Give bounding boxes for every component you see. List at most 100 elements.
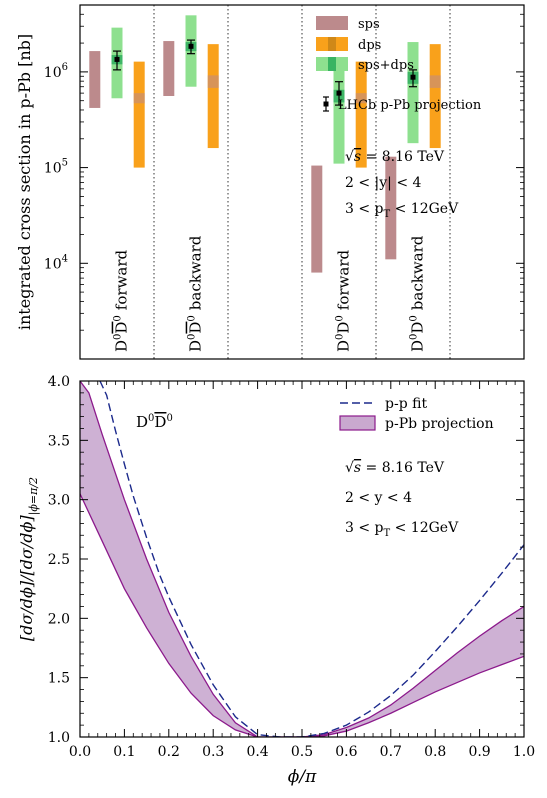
- x-tick-label: 0.4: [246, 744, 268, 760]
- bottom-panel: 0.0 0.1 0.2 0.3 0.4 0.5 0.6 0.7 0.8 0.9 1.0 1.0 1.5 2…: [17, 374, 535, 787]
- group-label-main: D: [335, 340, 353, 352]
- lhcb-point: [188, 43, 194, 49]
- legend-label: LHCb p-Pb projection: [338, 98, 482, 113]
- group-label-mid: D: [335, 322, 353, 334]
- y-axis-label-sub: |ϕ=π/2: [27, 477, 41, 515]
- group-label-sup: 0: [335, 315, 346, 321]
- annotation-text: 2 < |y| < 4: [345, 175, 422, 191]
- legend-swatch-ppb: [339, 415, 376, 431]
- annotation-text: = 8.16 TeV: [361, 149, 445, 165]
- annotation-text: < 12GeV: [390, 201, 459, 217]
- x-tick-label: 0.8: [424, 744, 446, 760]
- annotation-text: 3 < p: [345, 520, 384, 536]
- bar-central-band: [355, 93, 367, 104]
- lhcb-point: [336, 90, 342, 96]
- y-tick-label: 1.5: [48, 671, 70, 687]
- group-label-mid: D: [409, 322, 427, 334]
- panel-label-main: D: [136, 413, 148, 431]
- group-label: D0D0backward: [409, 235, 427, 352]
- bar-sps: [311, 165, 323, 273]
- annotation-line: 3 < pT < 12GeV: [345, 520, 459, 539]
- panel-label-mid: D: [154, 413, 166, 431]
- bar-sps: [89, 51, 101, 108]
- y-tick-label: 105: [44, 158, 68, 177]
- curves-group: [80, 381, 524, 737]
- group-label-sup: 0: [409, 334, 420, 340]
- y-tick-exp: 5: [62, 158, 68, 169]
- annotation-sub: T: [384, 209, 391, 220]
- y-tick-label: 2.5: [48, 552, 70, 568]
- plot-frame-bottom: [79, 380, 525, 738]
- annotation-line: √s = 8.16 TeV: [345, 460, 445, 476]
- panel-label-sup: 0: [166, 413, 172, 424]
- group-label-sup: 0: [113, 315, 124, 321]
- y-axis-label-main: [dσ/dϕ]/[dσ/dϕ]: [17, 515, 36, 642]
- legend-lhcb-marker: [323, 101, 329, 107]
- pp-fit-line: [99, 381, 524, 737]
- group-label-main: D: [113, 340, 131, 352]
- bar-dps: [429, 44, 441, 149]
- x-tick-label: 0.3: [202, 744, 224, 760]
- x-tick-label: 0.2: [158, 744, 180, 760]
- annotation-text: 3 < p: [345, 201, 384, 217]
- y-tick-exp: 6: [62, 62, 68, 73]
- group-label-sup: 0: [335, 334, 346, 340]
- legend-label: sps+dps: [358, 58, 414, 73]
- group-label-mid: D: [113, 322, 131, 334]
- x-tick-label: 0.7: [380, 744, 402, 760]
- annotation-line: 3 < pT < 12GeV: [345, 201, 459, 220]
- x-tick-label: 0.0: [69, 744, 91, 760]
- plot-frame-top: [79, 4, 525, 360]
- group-label-sup: 0: [187, 334, 198, 340]
- bar-sps: [385, 156, 397, 260]
- bar-dps: [133, 61, 145, 168]
- group-label-dir: backward: [187, 235, 205, 310]
- group-label-main: D: [187, 340, 205, 352]
- group-label-sup: 0: [409, 315, 420, 321]
- bar-central-band: [133, 93, 145, 104]
- y-tick-label: 1.0: [48, 730, 70, 746]
- x-tick-label: 0.1: [113, 744, 135, 760]
- x-tick-label: 0.6: [335, 744, 357, 760]
- annotation-line: √s = 8.16 TeV: [345, 149, 445, 165]
- y-tick-exp: 4: [62, 253, 68, 264]
- bar-sps-dps: [407, 42, 419, 144]
- annotation-text: < 12GeV: [390, 520, 459, 536]
- group-label-main: D: [409, 340, 427, 352]
- bar-central-band: [429, 75, 441, 88]
- y-tick-label: 4.0: [48, 374, 70, 390]
- group-label-dir: forward: [113, 249, 131, 310]
- group-label-dir: backward: [409, 235, 427, 310]
- y-axis-label: integrated cross section in p-Pb [nb]: [15, 34, 34, 330]
- y-tick-label: 3.0: [48, 493, 70, 509]
- x-tick-label: 0.5: [291, 744, 313, 760]
- y-tick-base: 10: [44, 161, 62, 177]
- bar-sps-dps: [333, 58, 345, 164]
- annotation-text: = 8.16 TeV: [361, 460, 445, 476]
- bar-dps: [207, 44, 219, 149]
- annotation-line: 2 < |y| < 4: [345, 175, 422, 191]
- bar-central-band: [207, 75, 219, 88]
- legend-label: sps: [358, 17, 380, 32]
- legend-top: sps dps sps+dps LHCb p-Pb projection: [316, 16, 482, 113]
- group-label: D0D0forward: [113, 249, 131, 352]
- x-tick-label: 1.0: [513, 744, 535, 760]
- legend-label: p-Pb projection: [385, 416, 494, 432]
- legend-label: dps: [358, 38, 381, 53]
- y-tick-label: 104: [44, 253, 68, 272]
- group-label-mid: D: [187, 322, 205, 334]
- y-tick-base: 10: [44, 256, 62, 272]
- y-tick-label: 2.0: [48, 611, 70, 627]
- annotation-var: s: [354, 460, 361, 476]
- ppb-upper-edge: [80, 381, 524, 737]
- bar-dps: [355, 61, 367, 168]
- annotation-var: s: [354, 149, 361, 165]
- group-label-dir: forward: [335, 249, 353, 310]
- legend-swatch-sps: [316, 16, 348, 30]
- legend-bottom: p-p fit p-Pb projection: [339, 396, 494, 432]
- group-label-sup: 0: [113, 334, 124, 340]
- lhcb-point: [114, 56, 120, 62]
- legend-label: p-p fit: [385, 396, 427, 412]
- group-label-sup: 0: [187, 315, 198, 321]
